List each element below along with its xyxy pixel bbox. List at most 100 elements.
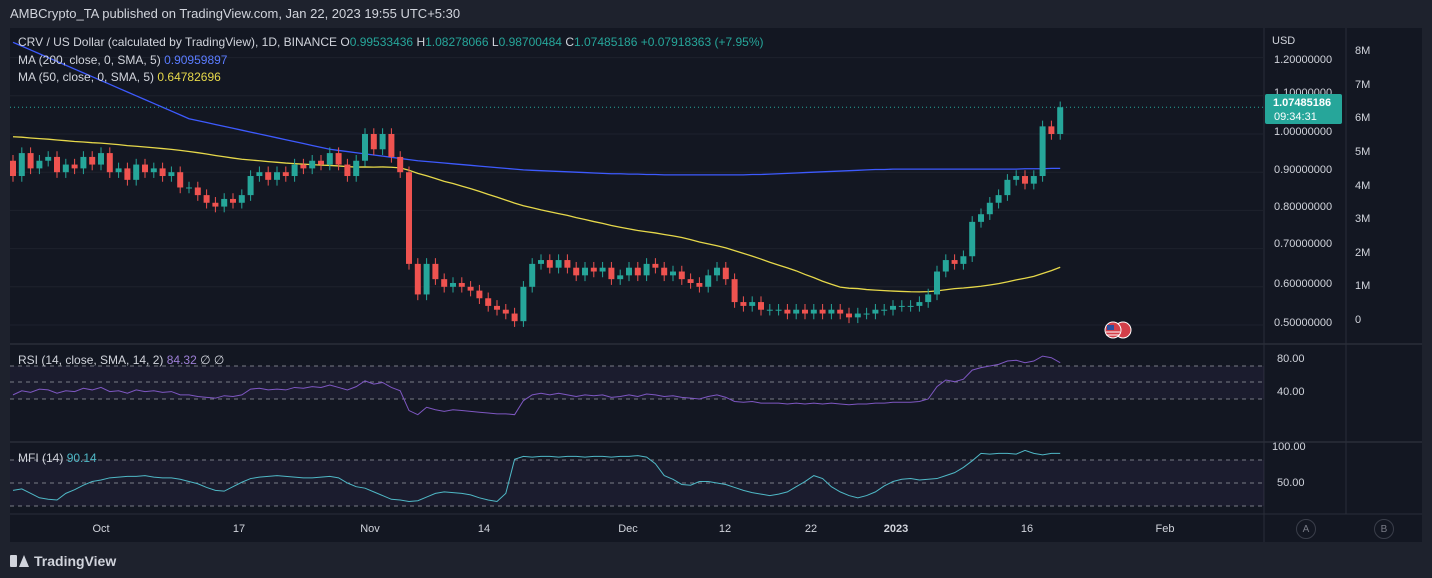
tradingview-brand: TradingView: [34, 553, 117, 569]
time-axis-label: 16: [1021, 523, 1033, 535]
chart-frame[interactable]: [10, 28, 1422, 542]
time-axis-label: Feb: [1156, 523, 1175, 535]
candle: [318, 160, 324, 165]
ohlc-close-value: 1.07485186: [573, 35, 638, 49]
volume-axis-label: 8M: [1355, 45, 1370, 57]
candle: [925, 294, 932, 303]
rsi-legend[interactable]: RSI (14, close, SMA, 14, 2) 84.32 ∅ ∅: [18, 353, 224, 367]
economic-event-icon[interactable]: [1104, 321, 1132, 339]
candle: [159, 168, 166, 177]
ohlc-high-value: 1.08278066: [425, 35, 489, 49]
candle: [978, 214, 984, 222]
candle: [309, 160, 316, 169]
footer-bar: TradingView: [0, 543, 1432, 578]
candle: [810, 309, 817, 314]
candle: [687, 279, 694, 283]
time-axis-label: Oct: [92, 523, 109, 535]
candle: [1030, 176, 1037, 184]
last-price-tag: [1265, 94, 1342, 124]
ma200-line: [12, 41, 1061, 176]
candle: [10, 160, 16, 177]
candle: [1004, 179, 1011, 196]
candle: [714, 267, 720, 276]
price-axis-label: 0.80000000: [1274, 201, 1332, 213]
candle: [62, 164, 69, 173]
log-scale-button[interactable]: B: [1374, 519, 1394, 539]
candles: [10, 101, 1064, 327]
ohlc-open-value: 0.99533436: [349, 35, 414, 49]
price-axis-label: 0.70000000: [1274, 238, 1332, 250]
candle: [353, 160, 360, 177]
candle: [300, 164, 307, 169]
candle: [802, 309, 808, 314]
candle: [793, 309, 800, 314]
candle: [1039, 126, 1046, 177]
candle: [652, 263, 659, 268]
candle: [441, 279, 448, 287]
candle: [291, 164, 298, 177]
ohlc-close-label: C: [565, 35, 574, 49]
mfi-axis-label: 50.00: [1277, 477, 1305, 489]
candle: [986, 202, 993, 215]
publisher-bar: AMBCrypto_TA published on TradingView.co…: [0, 0, 1432, 28]
candle: [608, 267, 615, 280]
ma50-legend[interactable]: MA (50, close, 0, SMA, 5) 0.64782696: [18, 70, 221, 84]
candle: [54, 156, 60, 173]
candle: [494, 305, 500, 310]
candle: [898, 305, 905, 307]
time-axis-label: 22: [805, 523, 817, 535]
candle: [27, 153, 34, 169]
mfi-axis-label: 100.00: [1272, 441, 1306, 453]
candle: [995, 195, 1002, 203]
price-change: +0.07918363 (+7.95%): [640, 35, 764, 49]
candle: [626, 267, 632, 276]
ohlc-low-value: 0.98700484: [498, 35, 562, 49]
candle: [142, 164, 148, 173]
candle: [150, 168, 157, 173]
candle: [221, 198, 228, 207]
candle: [485, 298, 492, 306]
candle: [212, 202, 219, 207]
auto-scale-button[interactable]: A: [1296, 519, 1316, 539]
candle: [705, 275, 712, 287]
candle: [458, 282, 465, 287]
candle: [265, 172, 272, 180]
tradingview-logo[interactable]: TradingView: [10, 553, 116, 569]
ohlc-high-label: H: [416, 35, 426, 49]
mfi-legend[interactable]: MFI (14) 90.14: [18, 451, 97, 465]
candle: [256, 172, 263, 177]
candle: [784, 309, 791, 314]
candle: [467, 286, 474, 291]
candle: [538, 260, 544, 264]
candle: [573, 267, 580, 276]
candle: [766, 309, 773, 311]
candle: [969, 221, 976, 257]
candle: [634, 267, 641, 276]
symbol-legend[interactable]: CRV / US Dollar (calculated by TradingVi…: [18, 35, 764, 49]
candle: [749, 302, 756, 306]
candle: [960, 256, 967, 264]
candle: [450, 282, 456, 287]
candle: [722, 267, 729, 280]
candle: [282, 172, 289, 177]
rsi-label: RSI (14, close, SMA, 14, 2): [18, 353, 164, 367]
candle: [837, 309, 844, 314]
candle: [934, 271, 940, 295]
candle: [520, 286, 527, 322]
ma200-legend[interactable]: MA (200, close, 0, SMA, 5) 0.90959897: [18, 53, 227, 67]
last-price-value: 1.07485186: [1273, 97, 1331, 109]
candle: [828, 309, 835, 314]
candle: [775, 309, 782, 311]
candle: [476, 290, 483, 299]
ma50-line: [12, 136, 1061, 293]
volume-axis-label: 1M: [1355, 280, 1370, 292]
candle: [274, 172, 280, 180]
candle: [678, 271, 685, 280]
time-axis-label: Dec: [618, 523, 638, 535]
volume-axis-label: 3M: [1355, 213, 1370, 225]
candle: [661, 267, 668, 276]
price-axis-label: 0.90000000: [1274, 164, 1332, 176]
candle: [502, 309, 509, 314]
volume-axis-label: 2M: [1355, 247, 1370, 259]
